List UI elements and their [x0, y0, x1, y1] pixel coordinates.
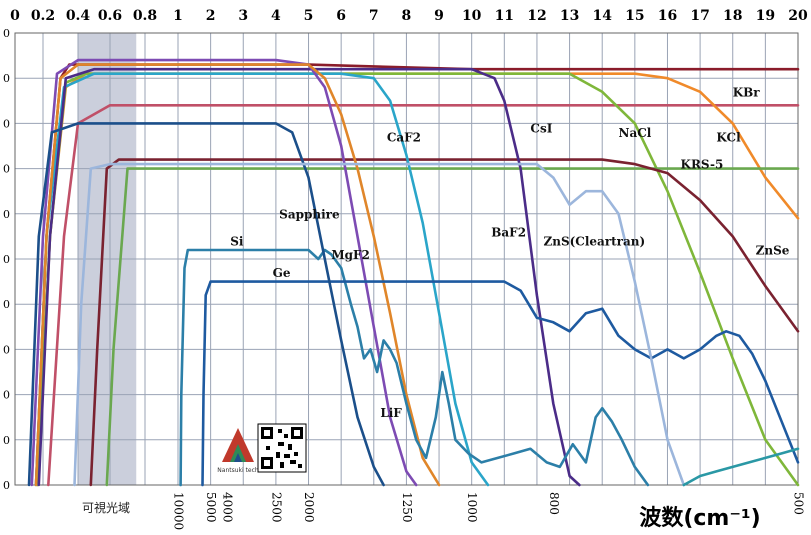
y-tick-label: 0 — [3, 72, 10, 85]
y-tick-label: 0 — [3, 479, 10, 492]
top-tick-label: 13 — [560, 8, 579, 24]
series-label: KBr — [733, 85, 761, 99]
y-axis-ticks: 0 0 0 0 0 0 0 0 0 0 0 — [3, 27, 10, 492]
y-tick-label: 0 — [3, 27, 10, 40]
series-line-zns-cleartran — [73, 162, 686, 487]
y-tick-label: 0 — [3, 163, 10, 176]
series-line-znse — [89, 158, 800, 487]
series-layer — [27, 58, 800, 487]
top-tick-label: 10 — [462, 8, 482, 24]
series-line-caf2 — [34, 72, 490, 487]
top-tick-label: 15 — [625, 8, 644, 24]
plot-frame — [14, 32, 799, 486]
series-line-unlabeled — [682, 447, 800, 487]
bottom-tick-label: 1250 — [400, 492, 414, 523]
y-tick-label: 0 — [3, 389, 10, 402]
top-tick-label: 19 — [756, 8, 775, 24]
bottom-tick-label: 500 — [792, 492, 806, 515]
qr-code-icon — [257, 423, 307, 473]
top-tick-label: 12 — [527, 8, 546, 24]
visible-region-label: 可視光域 — [82, 500, 130, 515]
top-tick-label: 1 — [173, 8, 183, 24]
series-label: NaCl — [619, 126, 652, 140]
y-tick-label: 0 — [3, 343, 10, 356]
vendor-logo: Nantsuki tech — [217, 428, 259, 474]
y-tick-label: 0 — [3, 434, 10, 447]
series-line-sapphire — [34, 63, 441, 487]
top-tick-label: 4 — [271, 8, 281, 24]
top-tick-label: 8 — [402, 8, 412, 24]
y-tick-label: 0 — [3, 253, 10, 266]
y-tick-label: 0 — [3, 298, 10, 311]
top-tick-label: 5 — [304, 8, 314, 24]
bottom-tick-label: 800 — [547, 492, 561, 515]
series-line-nacl — [36, 72, 800, 487]
series-line-krs-5 — [105, 167, 800, 487]
series-label: MgF2 — [331, 248, 370, 262]
y-tick-label: 0 — [3, 208, 10, 221]
series-label: KRS-5 — [681, 158, 724, 172]
bottom-tick-label: 5000 — [204, 492, 218, 523]
series-label: Ge — [273, 266, 291, 280]
bottom-tick-label: 4000 — [220, 492, 234, 523]
top-tick-label: 11 — [495, 8, 514, 24]
series-label: CaF2 — [387, 130, 421, 144]
top-tick-label: 9 — [434, 8, 444, 24]
top-tick-label: 6 — [336, 8, 346, 24]
bottom-tick-label: 10000 — [172, 492, 186, 530]
series-line-baf2 — [37, 67, 581, 487]
top-tick-label: 2 — [206, 8, 216, 24]
series-label: ZnS(Cleartran) — [543, 234, 645, 248]
series-label: ZnSe — [756, 243, 790, 257]
top-axis-ticks: 0 0.2 0.4 0.6 0.8 1 2 3 4 5 6 7 8 9 10 11 12 13 14 15 16 17 18… — [10, 8, 808, 24]
x-axis-title: 波数(cm⁻¹) — [639, 505, 760, 531]
series-line-ge — [201, 280, 800, 487]
top-tick-label: 0.6 — [98, 8, 122, 24]
series-line-lif — [27, 122, 385, 487]
logo-caption: Nantsuki tech — [217, 467, 259, 474]
series-label: Sapphire — [279, 207, 340, 221]
top-tick-label: 18 — [723, 8, 742, 24]
series-label: CsI — [530, 121, 552, 135]
series-line-csi — [47, 104, 800, 487]
bottom-tick-label: 2000 — [302, 492, 316, 523]
top-tick-label: 0.4 — [66, 8, 91, 24]
top-tick-label: 0.2 — [31, 8, 55, 24]
bottom-tick-label: 2500 — [269, 492, 283, 523]
series-label: BaF2 — [491, 225, 526, 239]
top-tick-label: 0 — [10, 8, 20, 24]
series-labels: KBr CsI KCl NaCl KRS-5 ZnSe CaF2 BaF2 MgF2 Sapphi… — [230, 85, 790, 420]
bottom-axis-ticks: 10000 5000 4000 2500 2000 1250 1000 800 500 — [172, 492, 806, 530]
series-line-mgf2 — [30, 58, 418, 487]
top-tick-label: 16 — [658, 8, 677, 24]
series-label: KCl — [716, 130, 741, 144]
top-tick-label: 20 — [788, 8, 808, 24]
y-tick-label: 0 — [3, 117, 10, 130]
top-tick-label: 17 — [690, 8, 709, 24]
top-tick-label: 14 — [592, 8, 612, 24]
series-label: LiF — [380, 406, 402, 420]
series-line-si — [179, 248, 650, 487]
series-label: Si — [230, 234, 244, 248]
top-tick-label: 7 — [369, 8, 379, 24]
top-tick-label: 3 — [238, 8, 248, 24]
bottom-tick-label: 1000 — [465, 492, 479, 523]
top-tick-label: 0.8 — [133, 8, 157, 24]
